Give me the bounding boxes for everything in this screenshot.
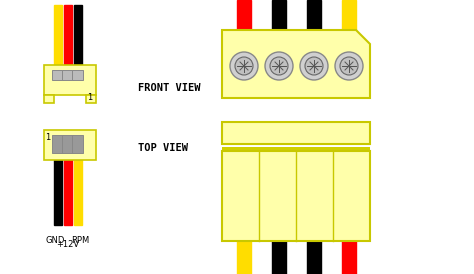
Bar	[62, 70, 73, 80]
Bar	[237, 241, 251, 274]
Bar	[64, 5, 72, 70]
Bar	[64, 155, 72, 225]
Bar	[222, 147, 370, 151]
Circle shape	[305, 57, 323, 75]
Circle shape	[270, 57, 288, 75]
Polygon shape	[222, 30, 370, 98]
Bar	[272, 0, 286, 38]
Text: +12V: +12V	[56, 240, 80, 249]
Bar	[52, 135, 63, 153]
Bar	[222, 122, 370, 144]
Bar	[307, 0, 321, 38]
Circle shape	[265, 52, 293, 80]
Bar	[222, 151, 370, 241]
Bar	[44, 95, 54, 103]
Text: GND: GND	[46, 236, 64, 245]
Bar	[54, 5, 62, 70]
Bar	[86, 95, 96, 103]
Text: FRONT VIEW: FRONT VIEW	[138, 83, 201, 93]
Bar	[307, 241, 321, 274]
Circle shape	[340, 57, 358, 75]
Text: TOP VIEW: TOP VIEW	[138, 143, 188, 153]
Bar	[342, 241, 356, 274]
Bar	[237, 0, 251, 38]
Text: 1: 1	[87, 93, 92, 102]
Circle shape	[335, 52, 363, 80]
Bar	[74, 155, 82, 225]
Bar	[54, 155, 62, 225]
Circle shape	[230, 52, 258, 80]
Text: RPM: RPM	[71, 236, 89, 245]
Bar	[342, 0, 356, 38]
Bar	[272, 241, 286, 274]
Bar	[74, 5, 82, 70]
Bar	[72, 135, 83, 153]
Bar	[52, 70, 63, 80]
Text: 1: 1	[46, 133, 51, 142]
Bar	[44, 130, 96, 160]
Circle shape	[235, 57, 253, 75]
Bar	[44, 65, 96, 95]
Circle shape	[300, 52, 328, 80]
Bar	[62, 135, 73, 153]
Bar	[72, 70, 83, 80]
